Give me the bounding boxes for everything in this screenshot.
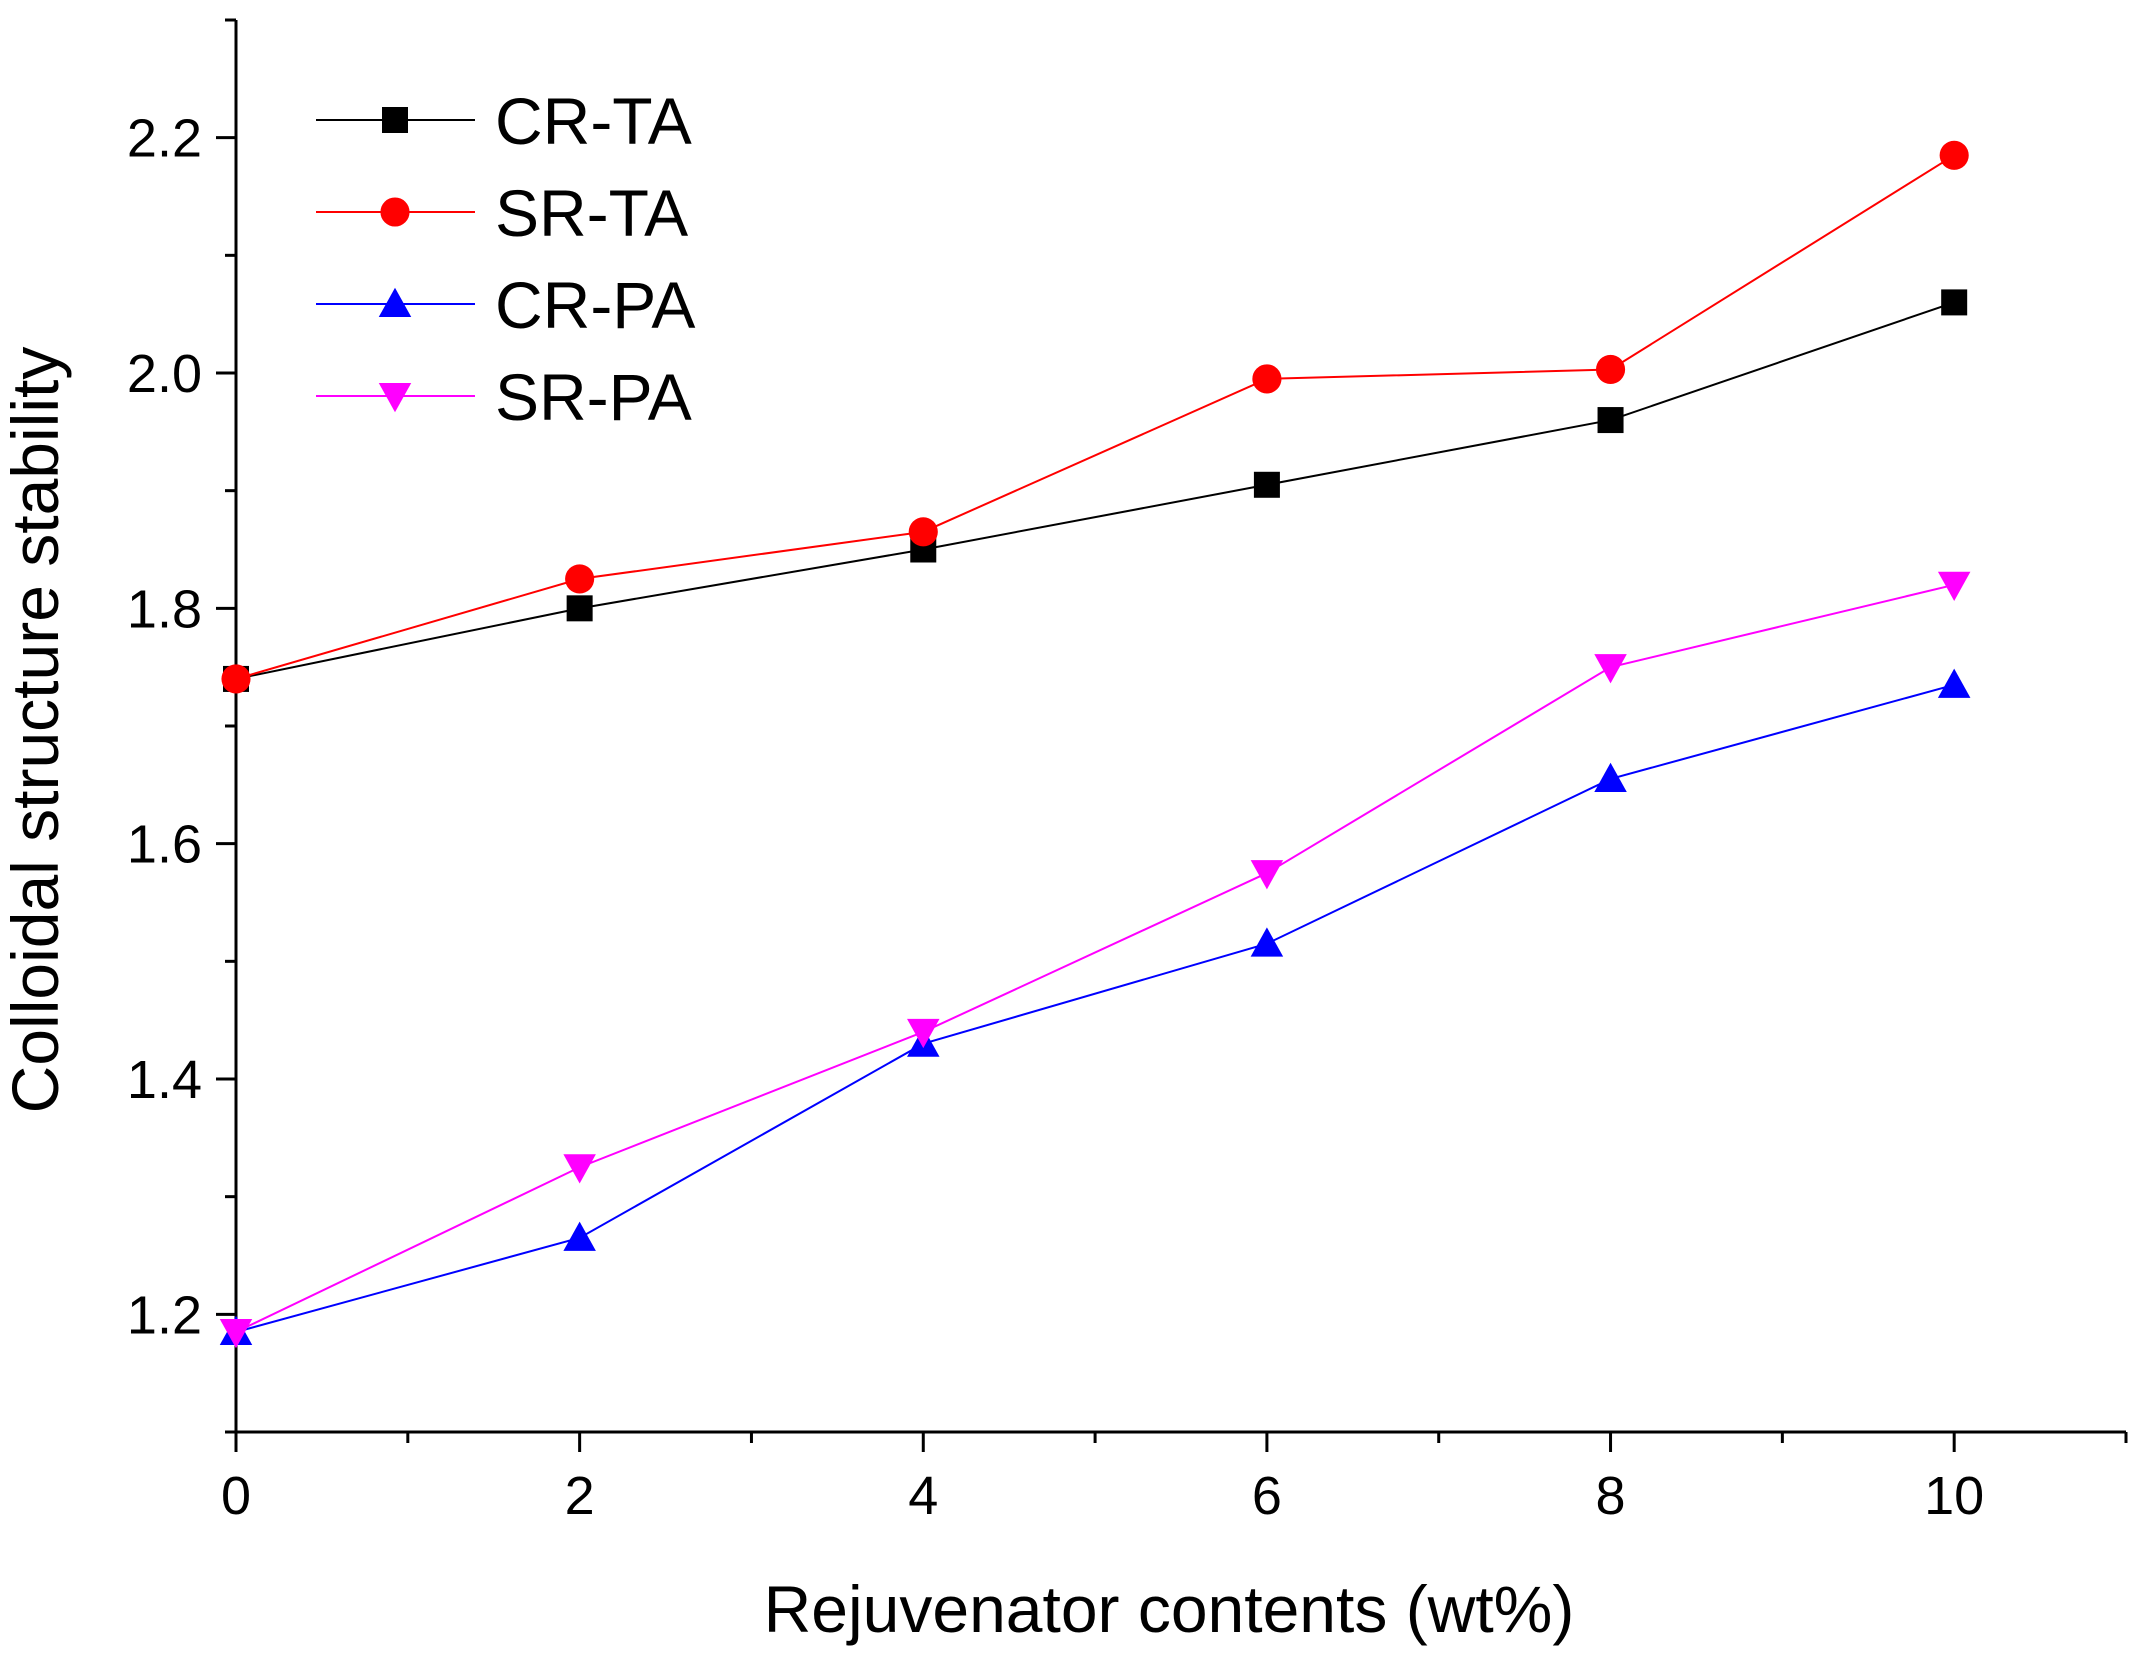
y-tick-label: 2.2 <box>127 109 202 169</box>
x-tick-label: 0 <box>221 1466 251 1526</box>
legend-item-cr-ta: CR-TA <box>316 84 692 158</box>
data-point-sr-pa <box>1937 571 1971 602</box>
x-tick-label: 2 <box>565 1466 595 1526</box>
x-tick-label: 6 <box>1252 1466 1282 1526</box>
legend-label-sr-pa: SR-PA <box>495 360 692 434</box>
data-point-sr-ta <box>908 517 938 547</box>
series-markers <box>219 140 1971 1349</box>
data-point-cr-pa <box>1937 668 1971 698</box>
legend-marker-cr-pa <box>378 287 412 317</box>
y-tick-label: 1.6 <box>127 815 202 875</box>
series-line-sr-pa <box>235 583 1955 1333</box>
series-line-cr-ta <box>235 301 1955 680</box>
legend-marker-sr-pa <box>378 383 412 413</box>
tick-labels: 0 2 4 6 8 10 1.2 1.4 1.6 1.8 2.0 2.2 <box>127 109 1984 1526</box>
legend-marker-sr-ta <box>380 197 410 227</box>
data-point-sr-ta <box>565 564 595 594</box>
legend: CR-TA SR-TA CR-PA SR-PA <box>316 84 695 434</box>
data-point-cr-pa <box>1250 927 1284 957</box>
data-point-sr-ta <box>221 664 251 694</box>
y-tick-label: 1.8 <box>127 579 202 639</box>
y-axis-title: Colloidal structure stability <box>0 347 72 1114</box>
series-lines <box>235 154 1955 1333</box>
data-point-cr-ta <box>1597 407 1624 434</box>
y-tick-label: 1.4 <box>127 1050 202 1110</box>
data-point-sr-pa <box>1594 654 1627 684</box>
x-tick-label: 10 <box>1924 1466 1984 1526</box>
legend-label-cr-pa: CR-PA <box>495 268 695 342</box>
data-point-cr-ta <box>1253 471 1280 498</box>
legend-marker-cr-ta <box>382 107 408 133</box>
x-tick-label: 8 <box>1596 1466 1626 1526</box>
axis-ticks <box>216 18 2128 1452</box>
y-tick-label: 2.0 <box>127 344 202 404</box>
legend-item-cr-pa: CR-PA <box>316 268 695 342</box>
x-axis-title: Rejuvenator contents (wt%) <box>764 1572 1575 1646</box>
data-point-sr-pa <box>907 1018 940 1049</box>
legend-item-sr-pa: SR-PA <box>316 360 692 434</box>
data-point-cr-ta <box>1941 289 1968 316</box>
series-line-sr-ta <box>235 154 1955 680</box>
data-point-cr-pa <box>1594 762 1627 792</box>
data-point-sr-pa <box>219 1318 253 1349</box>
data-point-sr-ta <box>1595 354 1626 385</box>
y-tick-label: 1.2 <box>127 1285 202 1345</box>
legend-item-sr-ta: SR-TA <box>316 176 688 250</box>
data-point-cr-ta <box>566 595 593 622</box>
legend-label-sr-ta: SR-TA <box>495 176 688 250</box>
data-point-sr-pa <box>563 1154 596 1184</box>
x-tick-label: 4 <box>908 1466 938 1526</box>
data-point-cr-pa <box>563 1221 596 1251</box>
data-point-sr-ta <box>1252 364 1282 394</box>
legend-label-cr-ta: CR-TA <box>495 84 692 158</box>
series-line-cr-pa <box>235 683 1955 1333</box>
data-point-sr-ta <box>1939 140 1969 170</box>
data-point-sr-pa <box>1250 860 1284 890</box>
